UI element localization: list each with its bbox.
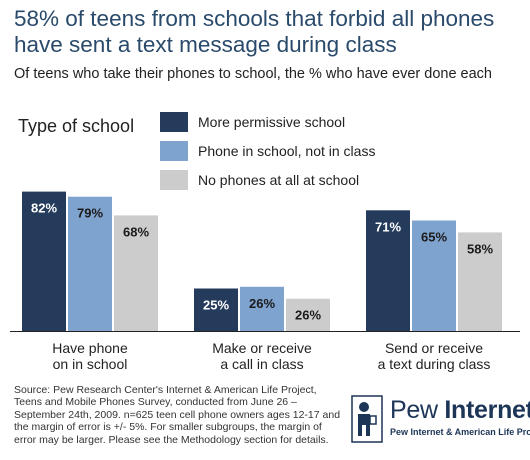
category-label: Have phone on in school [52, 340, 128, 372]
logo-word-pew: Pew [390, 396, 445, 424]
pew-internet-logo: Pew Internet Pew Internet & American Lif… [348, 392, 530, 448]
data-label: 65% [421, 230, 447, 245]
logo-wordmark: Pew Internet [390, 396, 530, 425]
bar [458, 232, 502, 331]
legend: More permissive school Phone in school, … [160, 111, 375, 198]
bar [22, 191, 66, 331]
data-label: 26% [295, 308, 321, 323]
data-label: 26% [249, 296, 275, 311]
chart-title: 58% of teens from schools that forbid al… [14, 6, 495, 57]
legend-item-no-phones: No phones at all at school [160, 169, 375, 191]
logo-tagline: Pew Internet & American Life Project [390, 427, 530, 437]
category-label: Make or receive a call in class [212, 340, 312, 372]
legend-title: Type of school [18, 116, 135, 136]
bar [286, 298, 330, 331]
logo-word-internet: Internet [444, 396, 530, 424]
pew-person-icon [351, 395, 383, 443]
data-label: 68% [123, 224, 149, 239]
legend-item-not-in-class: Phone in school, not in class [160, 140, 375, 162]
legend-swatch-permissive [160, 112, 188, 132]
source-note: Source: Pew Research Center's Internet &… [14, 384, 341, 446]
legend-label-not-in-class: Phone in school, not in class [198, 143, 376, 159]
legend-label-no-phones: No phones at all at school [198, 172, 360, 188]
bar [412, 220, 456, 331]
legend-label-permissive: More permissive school [198, 114, 346, 130]
data-label: 82% [31, 201, 57, 216]
legend-swatch-no-phones [160, 170, 188, 190]
bar [240, 286, 284, 331]
data-label: 58% [467, 241, 493, 256]
legend-item-permissive: More permissive school [160, 111, 375, 133]
bar [366, 210, 410, 331]
bar [68, 196, 112, 331]
data-label: 25% [203, 298, 229, 313]
chart-subtitle: Of teens who take their phones to school… [14, 66, 492, 82]
bar-chart: 82% 79% 68% Have phone on in school 25% 26% 26%… [10, 191, 520, 372]
category-label: Send or receive a text during class [378, 340, 491, 372]
legend-swatch-not-in-class [160, 141, 188, 161]
bar [114, 215, 158, 331]
data-label: 79% [77, 206, 103, 221]
bar [194, 288, 238, 331]
data-label: 71% [375, 219, 401, 234]
